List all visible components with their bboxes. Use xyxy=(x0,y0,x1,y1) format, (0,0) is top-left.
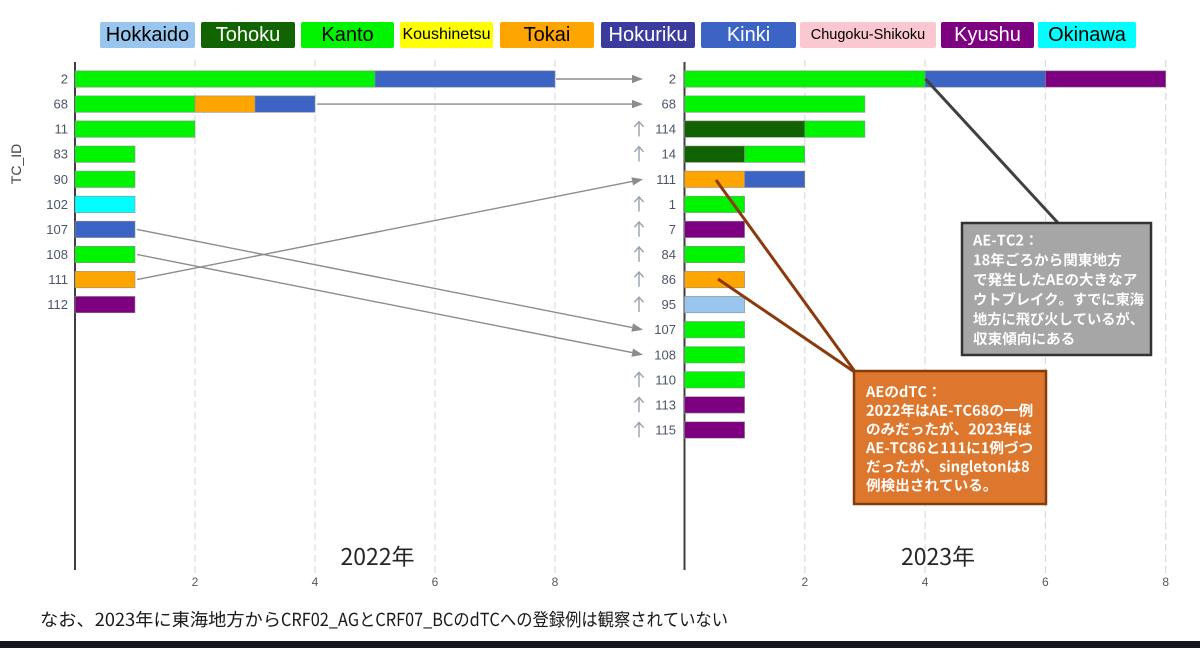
svg-text:2: 2 xyxy=(61,72,68,87)
svg-text:102: 102 xyxy=(46,197,68,212)
svg-text:108: 108 xyxy=(46,247,68,262)
svg-text:107: 107 xyxy=(46,222,68,237)
svg-text:6: 6 xyxy=(1042,575,1049,589)
svg-text:107: 107 xyxy=(654,322,676,337)
svg-text:95: 95 xyxy=(662,297,676,312)
svg-text:2: 2 xyxy=(192,575,199,589)
svg-text:1: 1 xyxy=(669,197,676,212)
svg-text:8: 8 xyxy=(1162,575,1169,589)
svg-text:TC_ID: TC_ID xyxy=(8,144,24,184)
svg-text:111: 111 xyxy=(48,272,68,287)
svg-text:83: 83 xyxy=(54,147,68,162)
svg-text:86: 86 xyxy=(662,272,676,287)
svg-text:108: 108 xyxy=(654,347,676,362)
svg-text:90: 90 xyxy=(54,172,68,187)
svg-text:2: 2 xyxy=(669,72,676,87)
svg-text:110: 110 xyxy=(655,372,676,387)
svg-text:115: 115 xyxy=(655,423,676,438)
svg-text:2: 2 xyxy=(801,575,808,589)
svg-text:68: 68 xyxy=(662,97,676,112)
svg-text:114: 114 xyxy=(655,122,676,137)
svg-text:8: 8 xyxy=(552,575,559,589)
svg-text:11: 11 xyxy=(55,122,69,137)
svg-text:7: 7 xyxy=(669,222,676,237)
svg-text:6: 6 xyxy=(432,575,439,589)
svg-text:68: 68 xyxy=(54,97,68,112)
svg-text:14: 14 xyxy=(662,147,676,162)
svg-text:112: 112 xyxy=(47,297,68,312)
svg-text:84: 84 xyxy=(662,247,676,262)
svg-text:4: 4 xyxy=(312,575,319,589)
svg-text:4: 4 xyxy=(922,575,929,589)
svg-text:111: 111 xyxy=(656,172,676,187)
svg-text:113: 113 xyxy=(655,397,676,412)
